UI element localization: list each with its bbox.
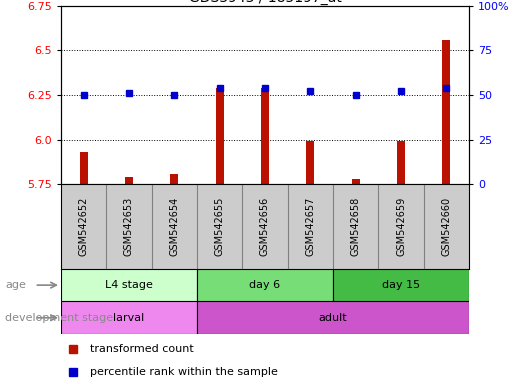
Text: GSM542652: GSM542652 bbox=[78, 197, 89, 256]
FancyBboxPatch shape bbox=[61, 269, 197, 301]
Bar bbox=[306, 141, 314, 184]
Text: L4 stage: L4 stage bbox=[105, 280, 153, 290]
Bar bbox=[443, 40, 450, 184]
Text: transformed count: transformed count bbox=[90, 344, 193, 354]
Bar bbox=[80, 152, 87, 184]
Bar bbox=[125, 177, 133, 184]
Text: GSM542659: GSM542659 bbox=[396, 197, 406, 256]
Text: GSM542658: GSM542658 bbox=[351, 197, 361, 256]
Bar bbox=[351, 179, 360, 184]
Text: day 15: day 15 bbox=[382, 280, 420, 290]
Text: day 6: day 6 bbox=[250, 280, 280, 290]
Text: GSM542660: GSM542660 bbox=[441, 197, 452, 256]
Text: GSM542656: GSM542656 bbox=[260, 197, 270, 256]
Text: age: age bbox=[5, 280, 26, 290]
FancyBboxPatch shape bbox=[197, 301, 469, 334]
Text: larval: larval bbox=[113, 313, 145, 323]
FancyBboxPatch shape bbox=[197, 269, 333, 301]
Text: GSM542655: GSM542655 bbox=[215, 197, 225, 256]
Text: percentile rank within the sample: percentile rank within the sample bbox=[90, 366, 277, 377]
Text: GSM542657: GSM542657 bbox=[305, 197, 315, 256]
Text: adult: adult bbox=[319, 313, 347, 323]
Bar bbox=[261, 88, 269, 184]
Text: GSM542654: GSM542654 bbox=[169, 197, 179, 256]
FancyBboxPatch shape bbox=[61, 301, 197, 334]
FancyBboxPatch shape bbox=[333, 269, 469, 301]
Text: development stage: development stage bbox=[5, 313, 113, 323]
Bar bbox=[216, 88, 224, 184]
Title: GDS3943 / 185197_at: GDS3943 / 185197_at bbox=[189, 0, 341, 5]
Bar bbox=[170, 174, 179, 184]
Text: GSM542653: GSM542653 bbox=[124, 197, 134, 256]
Bar bbox=[397, 141, 405, 184]
